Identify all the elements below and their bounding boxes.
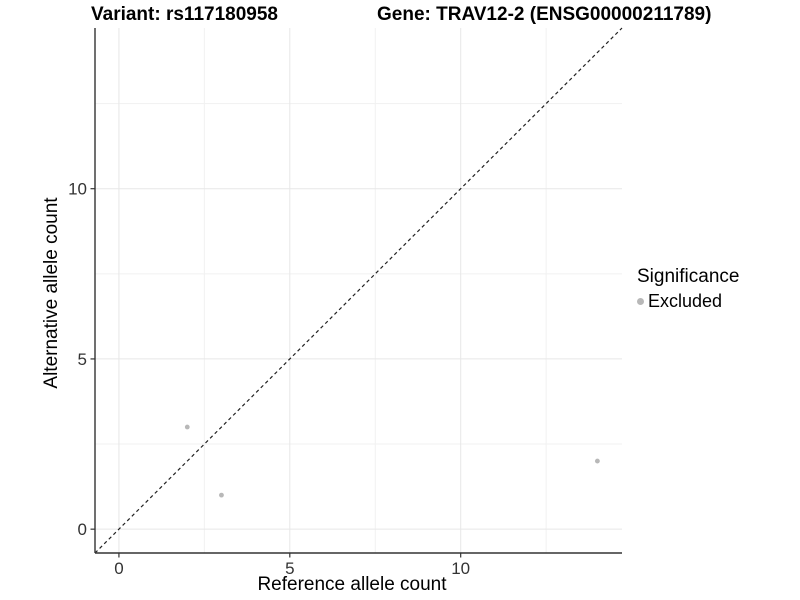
- data-point-excluded: [219, 492, 224, 498]
- legend-point-icon: [637, 298, 644, 305]
- gene-title: Gene: TRAV12-2 (ENSG00000211789): [377, 4, 712, 25]
- data-point-excluded: [184, 424, 190, 430]
- legend: Significance Excluded: [637, 266, 739, 312]
- y-tick-label: 0: [78, 520, 87, 539]
- y-axis-title: Alternative allele count: [41, 197, 62, 389]
- variant-title: Variant: rs117180958: [91, 4, 278, 25]
- x-tick-label: 10: [451, 559, 470, 578]
- y-tick-label: 5: [78, 350, 87, 369]
- x-tick-label: 0: [114, 559, 123, 578]
- legend-item-label: Excluded: [648, 291, 723, 311]
- legend-title: Significance: [637, 266, 740, 287]
- legend-item-excluded: Excluded: [637, 291, 739, 312]
- y-tick-label: 10: [68, 180, 87, 199]
- data-point-excluded: [594, 458, 600, 464]
- x-tick-label: 5: [285, 559, 294, 578]
- x-axis-title: Reference allele count: [257, 574, 447, 595]
- identity-line: [94, 27, 623, 554]
